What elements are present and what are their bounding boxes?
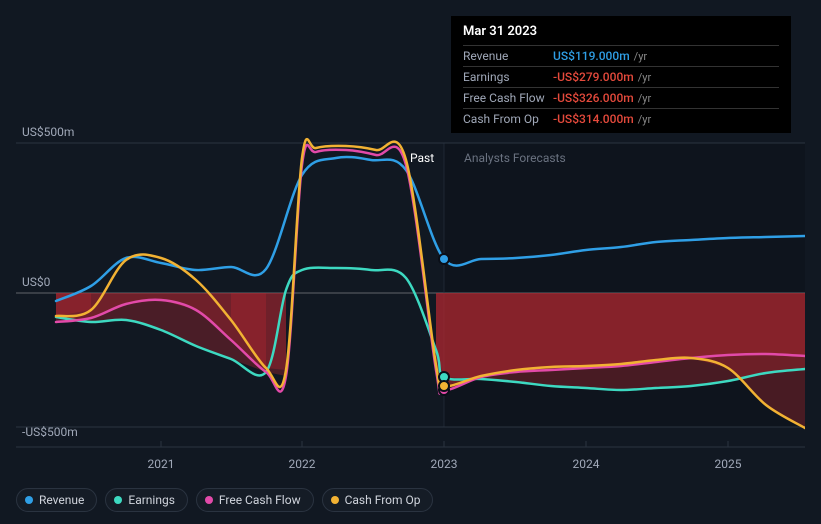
tooltip-label: Cash From Op — [463, 112, 553, 126]
tooltip-unit: /yr — [638, 113, 651, 126]
y-axis-label: US$0 — [22, 275, 50, 289]
tooltip-row: Free Cash Flow-US$326.000m/yr — [463, 87, 779, 108]
tooltip-row: RevenueUS$119.000m/yr — [463, 45, 779, 66]
tooltip-label: Free Cash Flow — [463, 91, 553, 105]
tooltip-unit: /yr — [634, 50, 647, 63]
legend: Revenue Earnings Free Cash Flow Cash From O… — [16, 488, 433, 512]
tooltip-row: Cash From Op-US$314.000m/yr — [463, 108, 779, 129]
legend-item-revenue[interactable]: Revenue — [16, 488, 97, 512]
y-axis-label: -US$500m — [22, 425, 78, 439]
legend-label: Earnings — [128, 493, 175, 507]
legend-dot — [25, 496, 33, 504]
legend-label: Revenue — [39, 493, 84, 507]
legend-dot — [114, 496, 122, 504]
x-axis-label: 2023 — [431, 457, 458, 471]
x-axis-label: 2022 — [289, 457, 316, 471]
y-axis-label: US$500m — [22, 125, 74, 139]
tooltip-value: -US$279.000m — [553, 70, 634, 84]
legend-item-earnings[interactable]: Earnings — [105, 488, 188, 512]
hover-tooltip: Mar 31 2023 RevenueUS$119.000m/yrEarning… — [451, 16, 791, 133]
x-axis-label: 2025 — [715, 457, 742, 471]
tooltip-unit: /yr — [638, 71, 651, 84]
legend-dot — [331, 496, 339, 504]
tooltip-value: US$119.000m — [553, 49, 630, 63]
x-axis-label: 2021 — [148, 457, 175, 471]
legend-label: Free Cash Flow — [219, 493, 301, 507]
section-label-forecast: Analysts Forecasts — [464, 151, 566, 165]
tooltip-row: Earnings-US$279.000m/yr — [463, 66, 779, 87]
legend-label: Cash From Op — [345, 493, 421, 507]
tooltip-value: -US$326.000m — [553, 91, 634, 105]
tooltip-rows: RevenueUS$119.000m/yrEarnings-US$279.000… — [463, 45, 779, 129]
x-axis-label: 2024 — [573, 457, 600, 471]
tooltip-unit: /yr — [638, 92, 651, 105]
tooltip-label: Revenue — [463, 49, 553, 63]
tooltip-label: Earnings — [463, 70, 553, 84]
tooltip-value: -US$314.000m — [553, 112, 634, 126]
section-label-past: Past — [410, 151, 434, 165]
legend-item-cashop[interactable]: Cash From Op — [322, 488, 434, 512]
tooltip-date: Mar 31 2023 — [463, 24, 779, 45]
legend-dot — [205, 496, 213, 504]
legend-item-fcf[interactable]: Free Cash Flow — [196, 488, 314, 512]
